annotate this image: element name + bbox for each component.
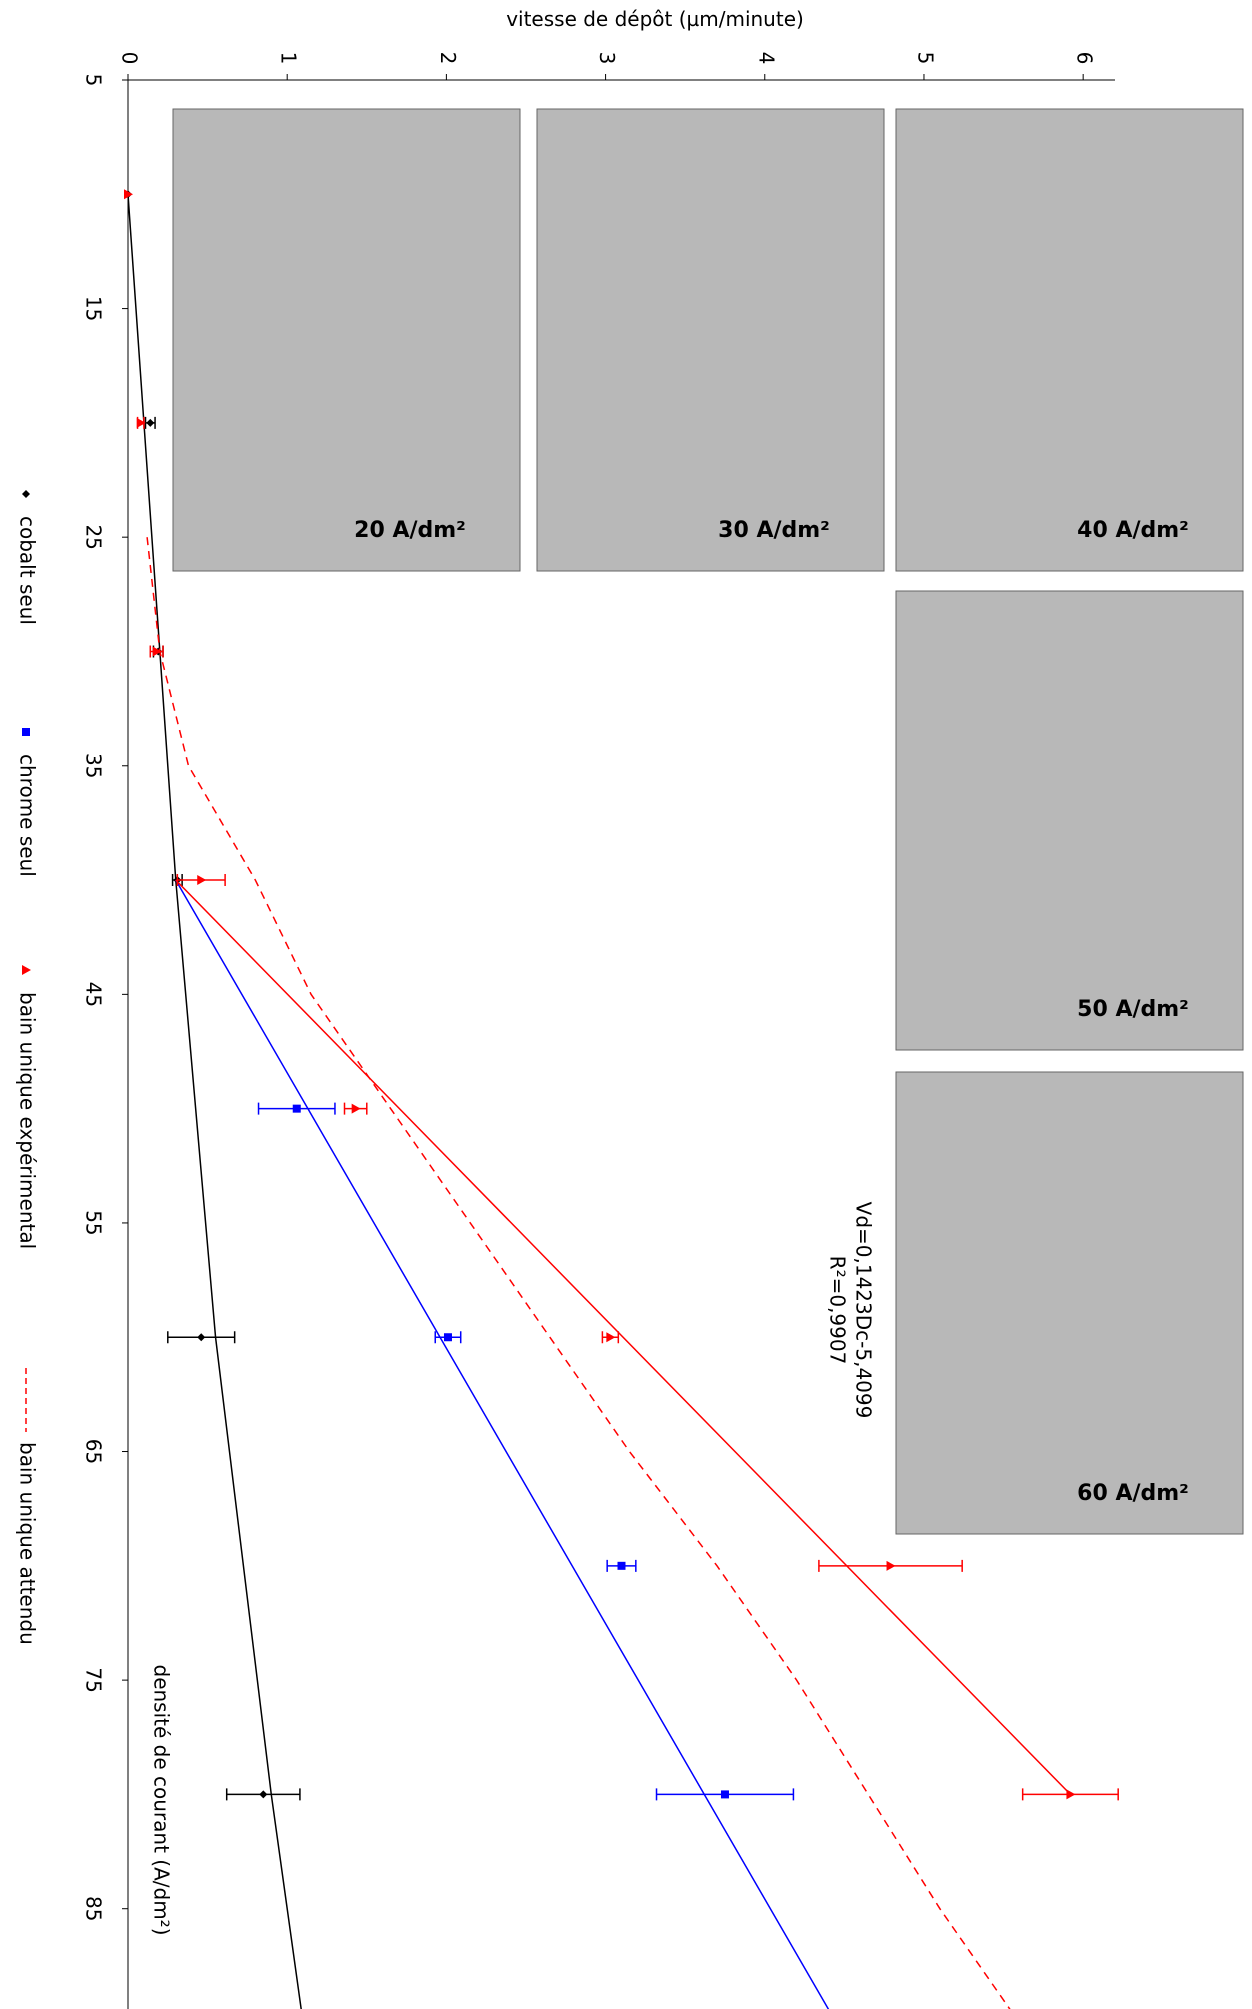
marker bbox=[152, 646, 162, 657]
inset-label: 40 A/dm² bbox=[1077, 518, 1189, 543]
legend-label: bain unique attendu bbox=[16, 1442, 40, 1645]
x-tick-label: 75 bbox=[82, 1667, 106, 1692]
inset-label: 60 A/dm² bbox=[1077, 1481, 1189, 1506]
y-tick-label: 6 bbox=[1073, 52, 1097, 65]
legend-swatch bbox=[22, 728, 30, 736]
inset-label: 20 A/dm² bbox=[354, 518, 466, 543]
marker bbox=[617, 1561, 626, 1570]
micrograph bbox=[172, 108, 521, 572]
y-tick-label: 5 bbox=[913, 52, 937, 65]
legend-label: bain unique expérimental bbox=[16, 992, 40, 1249]
y-tick-label: 0 bbox=[118, 52, 142, 65]
x-tick-label: 25 bbox=[82, 524, 106, 549]
x-tick-label: 15 bbox=[82, 296, 106, 321]
marker bbox=[197, 1333, 206, 1342]
inset-label: 50 A/dm² bbox=[1077, 997, 1189, 1022]
marker bbox=[124, 189, 133, 200]
fit-line bbox=[175, 879, 1071, 1795]
chart-title: vitesse de dépôt (µm/minute) bbox=[506, 7, 804, 31]
legend-label: cobalt seul bbox=[16, 516, 40, 625]
marker bbox=[136, 417, 146, 428]
marker bbox=[720, 1790, 729, 1799]
expected-line bbox=[146, 537, 1011, 2009]
annotation: R²=0,9907 bbox=[826, 1256, 850, 1365]
marker bbox=[197, 875, 207, 886]
x-axis-label: densité de courant (A/dm²) bbox=[150, 1665, 174, 1936]
x-tick-label: 85 bbox=[82, 1896, 106, 1921]
micrograph bbox=[895, 108, 1244, 572]
x-tick-label: 45 bbox=[82, 982, 106, 1007]
micrograph bbox=[895, 1071, 1244, 1535]
x-tick-label: 35 bbox=[82, 753, 106, 778]
insets bbox=[172, 108, 1244, 1535]
marker bbox=[292, 1104, 301, 1113]
micrograph bbox=[536, 108, 885, 572]
annotation: Vd=0,1423Dc-5,4099 bbox=[852, 1202, 876, 1419]
marker bbox=[146, 418, 155, 427]
legend-swatch bbox=[22, 490, 30, 498]
x-tick-label: 65 bbox=[82, 1439, 106, 1464]
marker bbox=[606, 1332, 616, 1343]
x-tick-label: 55 bbox=[82, 1210, 106, 1235]
legend-swatch bbox=[22, 965, 31, 975]
y-tick-label: 4 bbox=[754, 52, 778, 65]
y-tick-label: 2 bbox=[436, 52, 460, 65]
marker bbox=[1066, 1789, 1076, 1800]
marker bbox=[351, 1103, 361, 1114]
marker bbox=[443, 1333, 452, 1342]
marker bbox=[886, 1560, 896, 1571]
y-tick-label: 1 bbox=[277, 52, 301, 65]
inset-label: 30 A/dm² bbox=[718, 518, 830, 543]
marker bbox=[259, 1790, 268, 1799]
x-tick-label: 5 bbox=[82, 74, 106, 87]
micrograph bbox=[895, 590, 1244, 1051]
fit-line bbox=[175, 879, 830, 2009]
legend-label: chrome seul bbox=[16, 754, 40, 877]
y-tick-label: 3 bbox=[595, 52, 619, 65]
